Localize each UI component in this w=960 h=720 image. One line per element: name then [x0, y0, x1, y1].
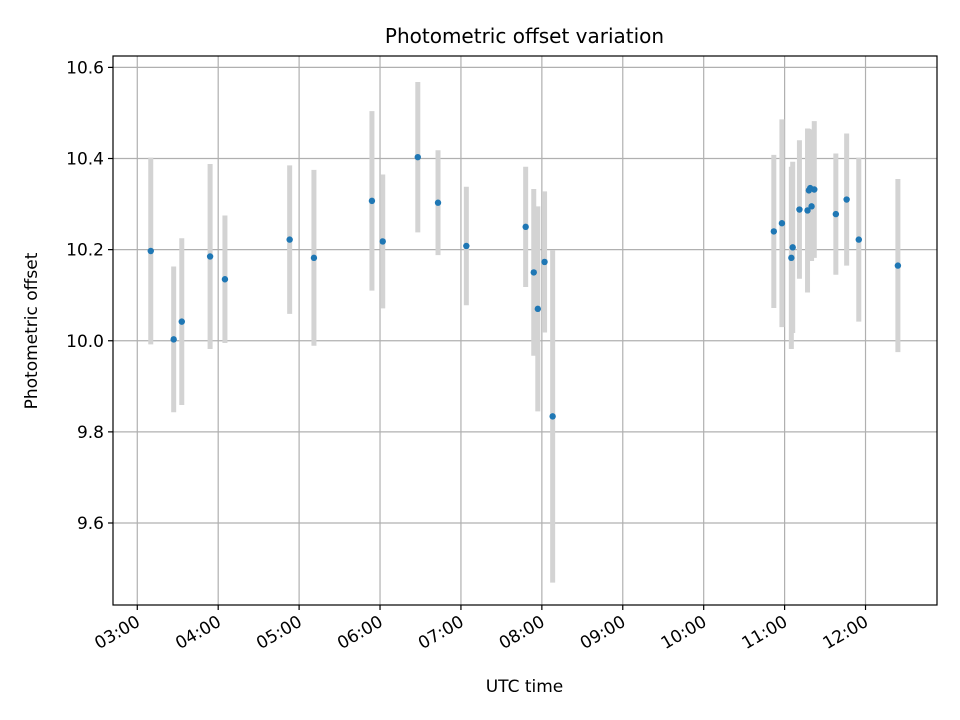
data-point [770, 228, 778, 235]
data-point [796, 206, 803, 213]
plot-frame [112, 55, 938, 606]
point-layer [147, 153, 902, 420]
data-point [541, 258, 548, 266]
data-point [534, 305, 542, 313]
data-point [804, 207, 811, 214]
data-point [147, 247, 154, 255]
data-point [789, 244, 796, 251]
data-point [206, 253, 214, 260]
data-point [221, 276, 229, 283]
data-point [788, 254, 795, 262]
x-axis-label: UTC time [486, 677, 564, 697]
data-point [368, 197, 376, 205]
y-tick-label: 10.2 [66, 241, 104, 261]
data-point [414, 153, 421, 161]
data-point [894, 262, 902, 269]
y-tick-label: 10.0 [66, 332, 104, 352]
y-tick-label: 9.8 [77, 423, 104, 443]
y-tick-label: 10.6 [66, 58, 104, 78]
data-point [170, 336, 177, 343]
data-point [379, 238, 386, 245]
data-point [832, 210, 840, 218]
data-point [178, 318, 185, 325]
data-point [843, 196, 850, 203]
data-point [811, 186, 818, 193]
y-axis-label: Photometric offset [22, 252, 42, 409]
y-tick-label: 9.6 [77, 514, 104, 534]
data-point [855, 236, 862, 243]
data-point [530, 269, 537, 276]
data-point [522, 223, 529, 231]
chart-title: Photometric offset variation [385, 24, 664, 48]
tick-layer: 03:00 04:00 05:00 06:00 07:00 08:00 09:00 10:00… [66, 58, 872, 653]
data-point [778, 220, 786, 227]
data-point [286, 236, 293, 243]
data-point [808, 203, 815, 210]
data-point [549, 413, 556, 420]
data-point [463, 242, 470, 250]
data-point [434, 199, 442, 206]
y-tick-label: 10.4 [66, 150, 104, 170]
data-point [310, 254, 318, 262]
